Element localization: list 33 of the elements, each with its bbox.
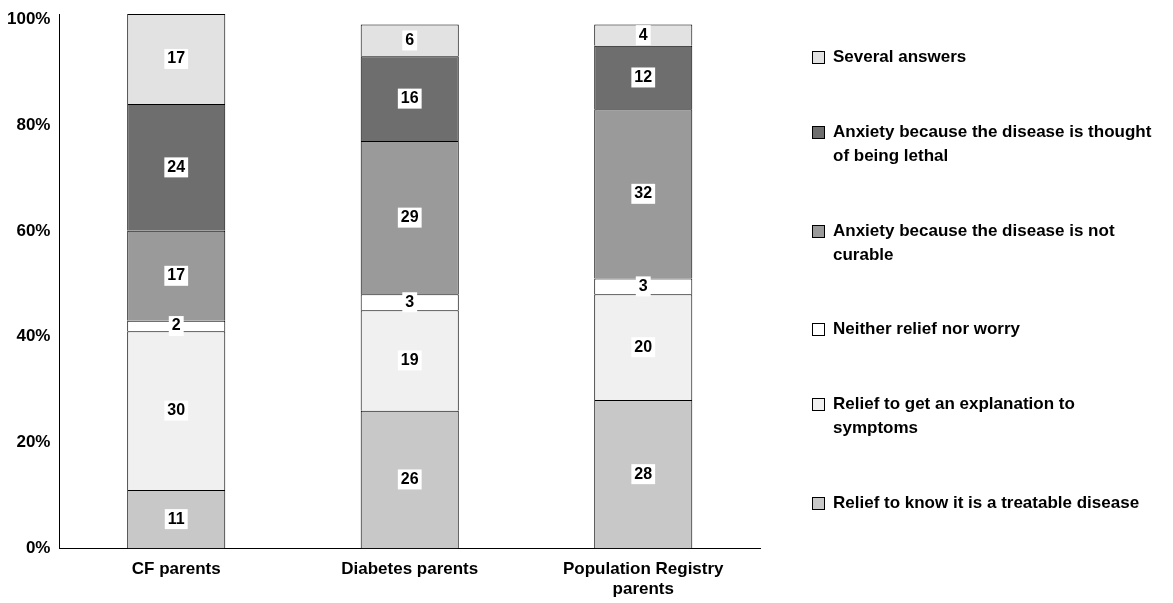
text: Neither relief nor worry — [833, 318, 1021, 341]
x-tick-label: Diabetes parents — [341, 559, 479, 579]
y-tick-label: 80% — [16, 114, 51, 134]
legend-label: Anxiety because the disease is thought of being lethal — [833, 121, 1153, 167]
y-tick-label: 40% — [16, 326, 51, 346]
text: Relief to get an explanation to symptoms — [833, 392, 1076, 439]
x-tick-label: Population Registry parents — [562, 559, 725, 599]
data-label: 30 — [167, 401, 186, 419]
legend-label: Relief to know it is a treatable disease — [833, 491, 1140, 514]
data-label: 11 — [167, 509, 185, 527]
data-label: 4 — [638, 25, 648, 43]
legend-label: Anxiety because the disease is not curable — [833, 219, 1116, 266]
data-label: 17 — [167, 49, 186, 67]
data-label: 2 — [171, 316, 181, 334]
x-tick-label: CF parents — [131, 559, 221, 579]
legend-label: Several answers — [833, 46, 967, 69]
data-label: 28 — [634, 464, 653, 482]
data-label: 24 — [167, 157, 186, 175]
data-label: 32 — [634, 184, 653, 202]
data-label: 17 — [167, 266, 186, 284]
y-tick-label: 20% — [16, 432, 51, 452]
y-tick-label: 0% — [25, 537, 51, 557]
y-tick-label: 60% — [16, 220, 51, 240]
data-label: 29 — [400, 208, 419, 226]
data-label: 20 — [634, 337, 653, 355]
y-tick-label: 100% — [7, 8, 51, 28]
data-label: 16 — [400, 89, 419, 107]
data-label: 6 — [405, 30, 415, 48]
data-label: 12 — [634, 67, 653, 85]
data-label: 19 — [400, 350, 419, 368]
data-label: 3 — [405, 292, 415, 310]
data-label: 26 — [400, 469, 419, 487]
data-label: 3 — [638, 276, 648, 294]
